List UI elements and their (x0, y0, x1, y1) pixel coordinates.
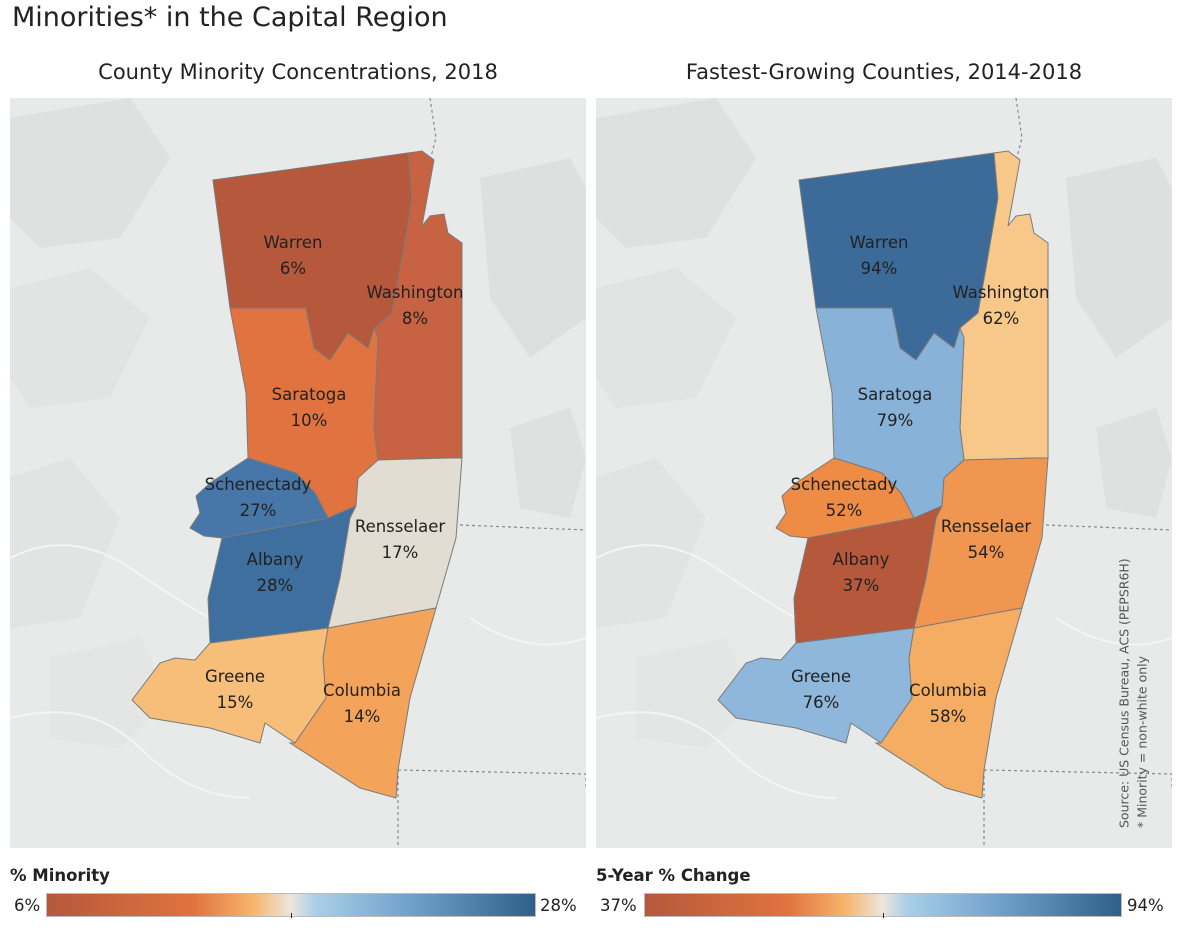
source-line: Source: US Census Bureau, ACS (PEPSR6H) (1117, 558, 1132, 828)
county-value-label: 94% (861, 259, 898, 278)
county-name-label: Warren (850, 233, 909, 252)
legend-bar-growth (644, 893, 1122, 918)
map-minority-svg: Warren 6% Washington 8% Saratoga 10% Schenecta… (10, 98, 586, 848)
footnote-line: * Minority = non-white only (1135, 655, 1150, 828)
county-name-label: Greene (205, 667, 265, 686)
county-name-label: Rensselaer (941, 517, 1032, 536)
map-title-growth: Fastest-Growing Counties, 2014-2018 (685, 60, 1083, 84)
county-schenectady[interactable] (775, 457, 915, 539)
county-value-label: 8% (402, 309, 428, 328)
county-name-label: Rensselaer (355, 517, 446, 536)
county-shapes-growth (717, 150, 1049, 799)
basemap-texture (596, 98, 1172, 848)
county-name-label: Albany (833, 550, 890, 569)
legend-title-minority: % Minority (10, 866, 110, 885)
county-value-label: 37% (843, 576, 880, 595)
county-name-label: Columbia (323, 681, 401, 700)
county-name-label: Schenectady (791, 475, 898, 494)
county-value-label: 14% (344, 707, 381, 726)
legend-midpoint-tick (291, 913, 292, 918)
county-shapes-minority (131, 150, 463, 799)
county-name-label: Columbia (909, 681, 987, 700)
county-labels: Warren 6% Washington 8% Saratoga 10% Schenecta… (205, 233, 464, 726)
county-value-label: 27% (240, 501, 277, 520)
legend-min-growth: 37% (600, 896, 637, 915)
map-growth-svg: Warren 94% Washington 62% Saratoga 79% Schenec… (596, 98, 1172, 848)
county-value-label: 17% (382, 543, 419, 562)
county-name-label: Albany (247, 550, 304, 569)
county-name-label: Schenectady (205, 475, 312, 494)
county-value-label: 6% (280, 259, 306, 278)
county-value-label: 76% (803, 693, 840, 712)
legend-midpoint-tick (883, 913, 884, 918)
basemap-texture (10, 98, 586, 848)
dashboard-title: Minorities* in the Capital Region (12, 2, 448, 33)
county-columbia[interactable] (288, 607, 437, 799)
county-value-label: 62% (983, 309, 1020, 328)
county-value-label: 54% (968, 543, 1005, 562)
county-labels: Warren 94% Washington 62% Saratoga 79% Schenec… (791, 233, 1050, 726)
county-name-label: Greene (791, 667, 851, 686)
county-name-label: Saratoga (858, 385, 933, 404)
legend-max-minority: 28% (540, 896, 577, 915)
county-value-label: 28% (257, 576, 294, 595)
county-value-label: 15% (217, 693, 254, 712)
county-name-label: Washington (367, 283, 464, 302)
county-name-label: Saratoga (272, 385, 347, 404)
source-note: Source: US Census Bureau, ACS (PEPSR6H) … (1117, 558, 1152, 828)
county-name-label: Warren (264, 233, 323, 252)
legend-max-growth: 94% (1127, 896, 1164, 915)
county-schenectady[interactable] (189, 457, 329, 539)
county-value-label: 52% (826, 501, 863, 520)
map-minority[interactable]: Warren 6% Washington 8% Saratoga 10% Schenecta… (10, 98, 586, 848)
legend-title-growth: 5-Year % Change (596, 866, 751, 885)
county-name-label: Washington (953, 283, 1050, 302)
legend-min-minority: 6% (14, 896, 41, 915)
legend-bar-minority (46, 893, 536, 918)
map-title-minority: County Minority Concentrations, 2018 (98, 60, 498, 84)
county-value-label: 10% (291, 411, 328, 430)
county-value-label: 58% (930, 707, 967, 726)
county-value-label: 79% (877, 411, 914, 430)
map-growth[interactable]: Warren 94% Washington 62% Saratoga 79% Schenec… (596, 98, 1172, 848)
county-columbia[interactable] (874, 607, 1023, 799)
